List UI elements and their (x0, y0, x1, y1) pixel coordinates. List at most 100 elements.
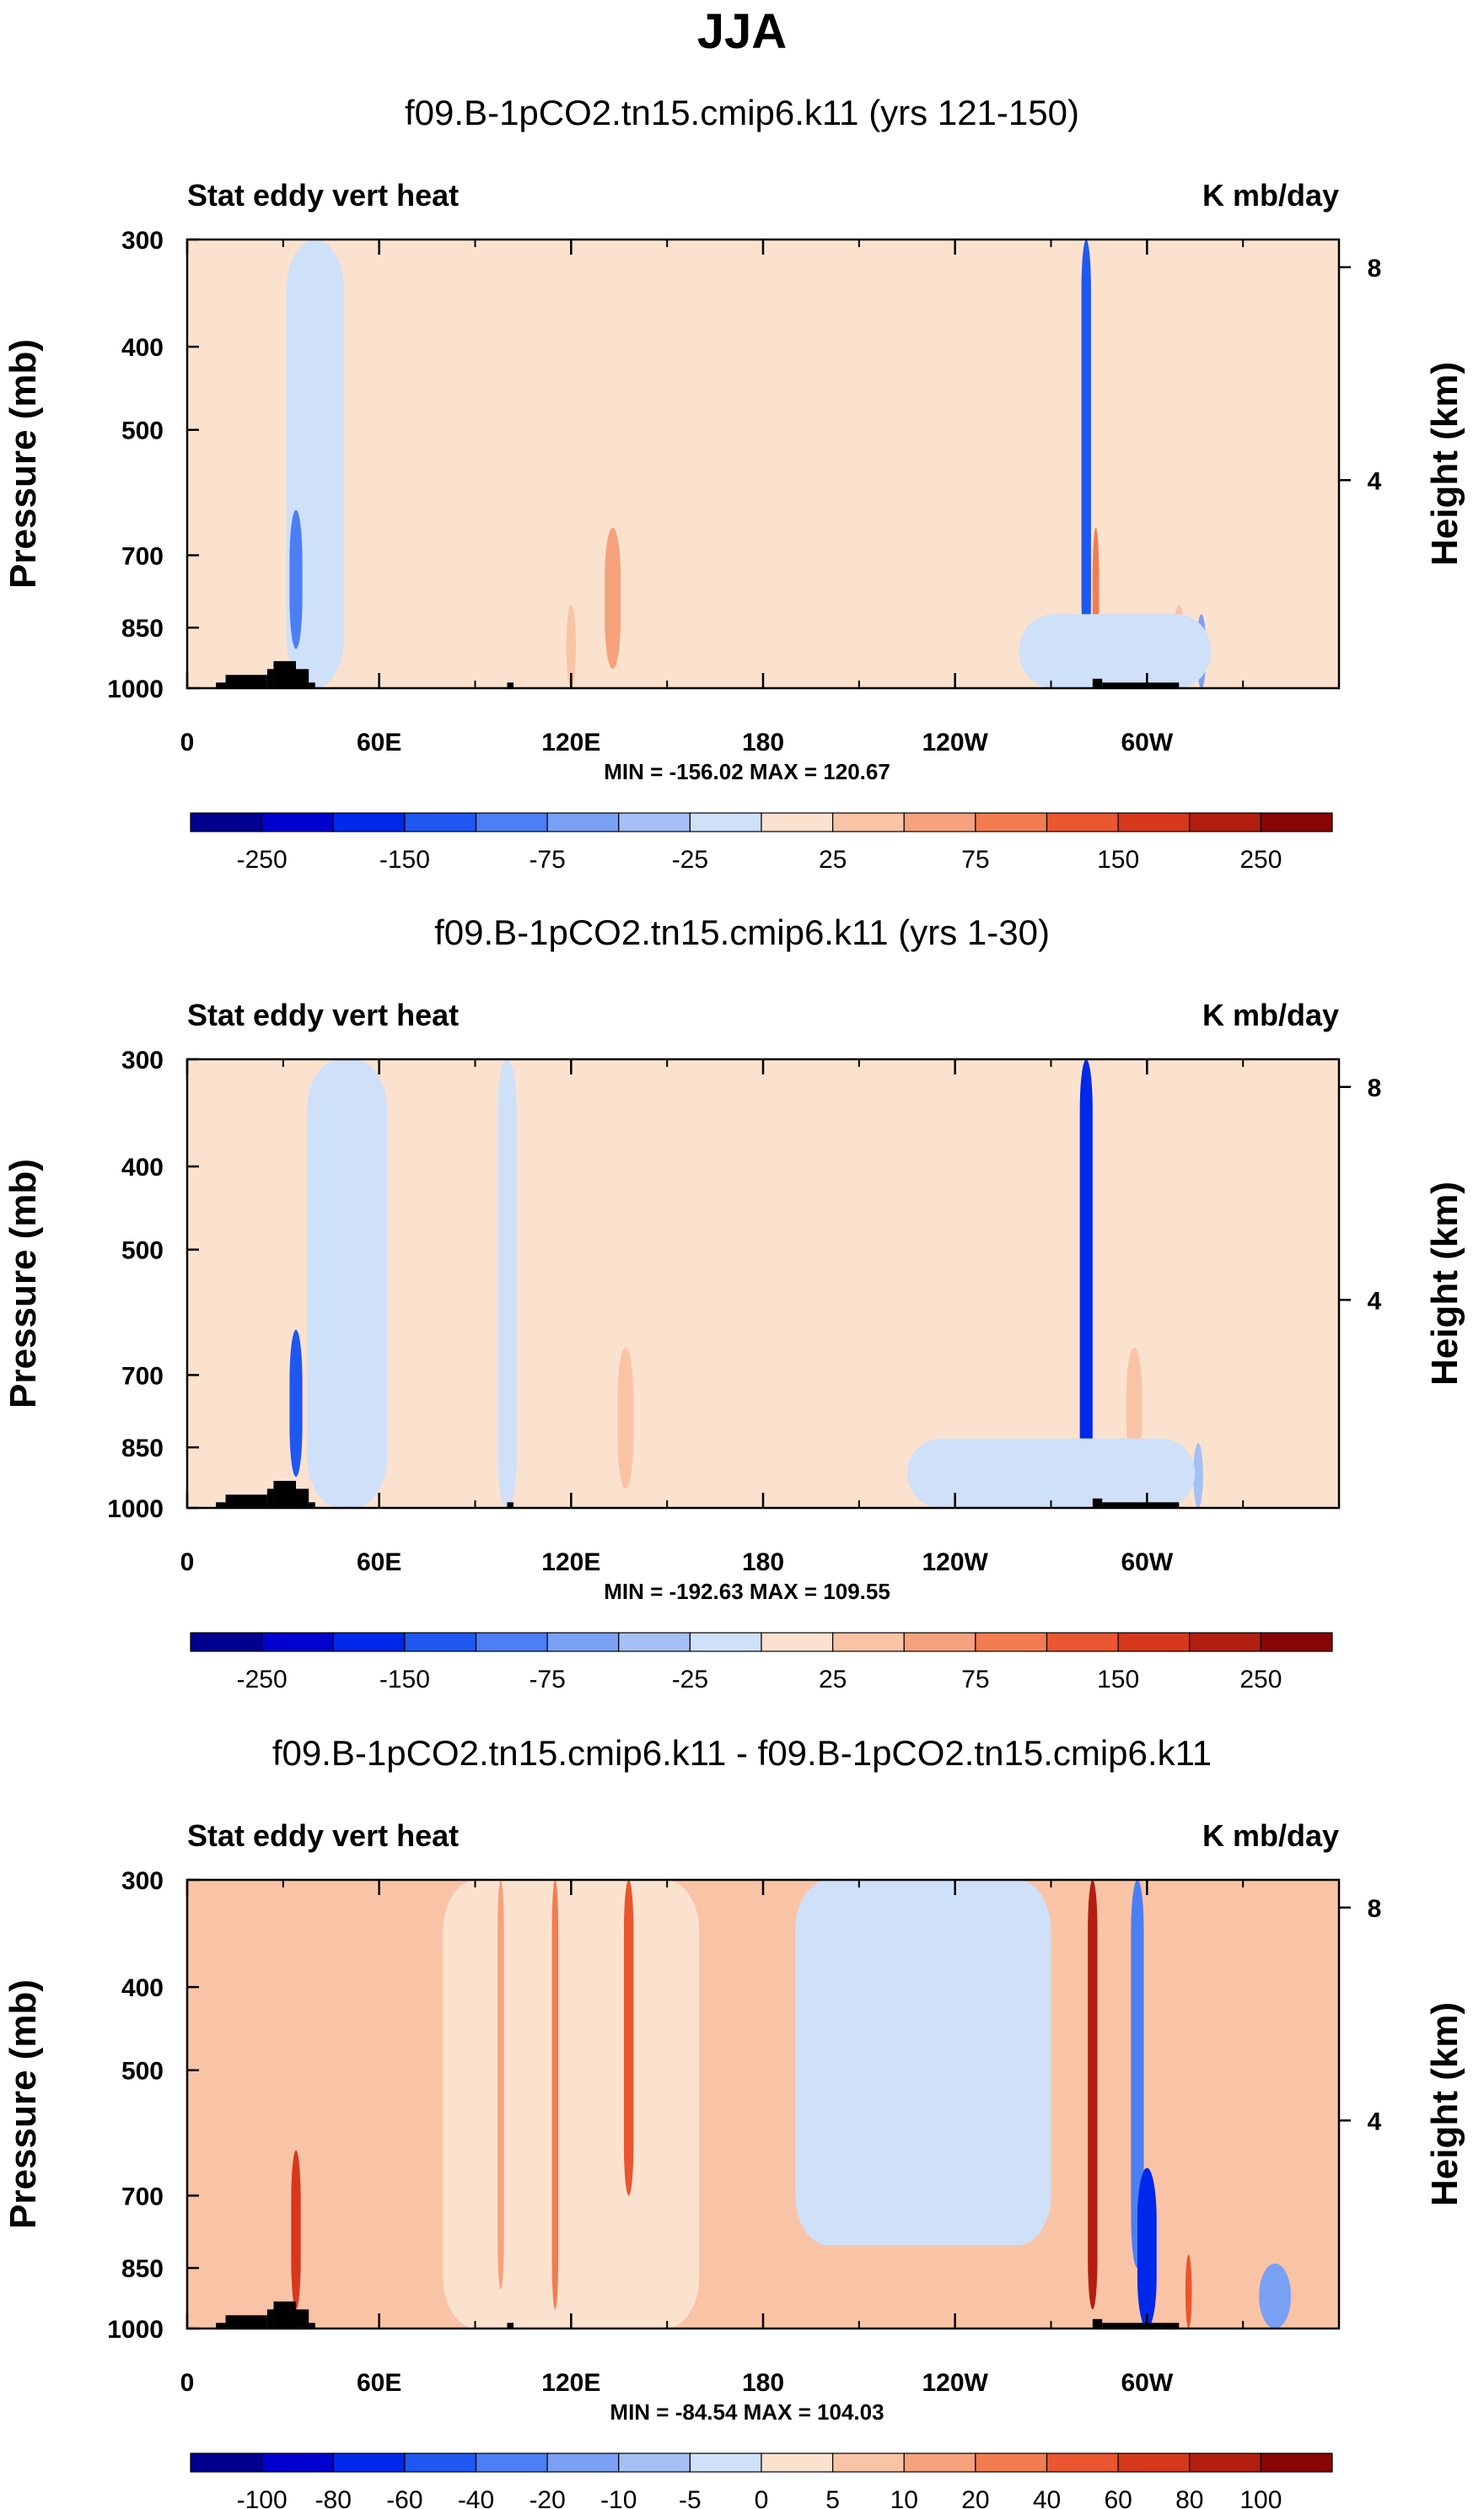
colorbar-segment (1117, 812, 1191, 832)
topography (273, 1480, 297, 1508)
contour-fill (291, 2150, 301, 2310)
colorbar-label: -10 (600, 2486, 637, 2509)
colorbar-segment (546, 2452, 620, 2473)
colorbar-label: -40 (458, 2486, 494, 2509)
colorbar-label: -250 (237, 846, 288, 874)
colorbar-segment (618, 812, 691, 832)
contour-fill (617, 1347, 634, 1489)
x-tick-label: 0 (180, 2369, 195, 2397)
contour-fill (289, 509, 303, 649)
topography (273, 660, 297, 688)
contour-fill (497, 1880, 504, 2290)
colorbar-segment (475, 1632, 548, 1652)
y-tick-label: 400 (121, 1154, 164, 1182)
colorbar-segment (261, 2452, 334, 2473)
y-right-tick-label: 4 (1368, 467, 1382, 495)
panel-1: f09.B-1pCO2.tn15.cmip6.k11 (yrs 121-150)… (3, 93, 1465, 874)
x-tick-label: 0 (180, 729, 195, 756)
panel-title: f09.B-1pCO2.tn15.cmip6.k11 (yrs 121-150) (405, 93, 1079, 132)
colorbar-segment (618, 1632, 691, 1652)
y-tick-label: 300 (121, 1867, 164, 1895)
y-right-tick-label: 8 (1368, 1074, 1382, 1102)
colorbar-segment (1260, 1632, 1333, 1652)
colorbar-label: 0 (755, 2486, 769, 2509)
colorbar-label: -60 (386, 2486, 422, 2509)
contour-fill (906, 1438, 1196, 1508)
y-right-tick-label: 8 (1368, 255, 1382, 283)
contour-fill (566, 605, 577, 688)
colorbar-label: 75 (961, 846, 989, 874)
topography (1102, 1502, 1180, 1508)
y-right-tick-label: 4 (1368, 1287, 1382, 1315)
y-tick-label: 700 (121, 2183, 164, 2210)
colorbar-segment (832, 2452, 905, 2473)
topography (1092, 678, 1103, 688)
panel-3: f09.B-1pCO2.tn15.cmip6.k11 - f09.B-1pCO2… (3, 1733, 1465, 2509)
y-right-tick-label: 8 (1368, 1895, 1382, 1923)
topography (507, 1502, 514, 1508)
colorbar-segment (689, 812, 762, 832)
contour-fill (1259, 2263, 1292, 2329)
colorbar-segment (903, 812, 976, 832)
topography (1102, 682, 1180, 688)
colorbar-label: -75 (529, 846, 565, 874)
colorbar-segment (190, 1632, 263, 1652)
x-tick-label: 60W (1121, 2369, 1173, 2397)
panels: f09.B-1pCO2.tn15.cmip6.k11 (yrs 121-150)… (3, 93, 1465, 2509)
colorbar-segment (975, 812, 1048, 832)
colorbar-label: -150 (379, 846, 430, 874)
colorbar-segment (689, 1632, 762, 1652)
colorbar-segment (1046, 2452, 1119, 2473)
colorbar-segment (261, 812, 334, 832)
panel-title: f09.B-1pCO2.tn15.cmip6.k11 - f09.B-1pCO2… (272, 1733, 1212, 1773)
topography (1092, 2318, 1103, 2329)
colorbar-segment (761, 1632, 834, 1652)
colorbar-label: 10 (890, 2486, 918, 2509)
topography (1092, 1498, 1103, 1508)
topography (507, 682, 514, 688)
colorbar-segment (1260, 812, 1333, 832)
y-tick-label: 850 (121, 615, 164, 643)
colorbar-label: 60 (1104, 2486, 1132, 2509)
contour-fill (1088, 1880, 1098, 2310)
colorbar-segment (261, 1632, 334, 1652)
colorbar-segment (761, 812, 834, 832)
y-right-axis-title: Height (km) (1424, 362, 1465, 566)
colorbar-segment (332, 812, 406, 832)
contour-fill (1081, 240, 1091, 649)
y-tick-label: 700 (121, 542, 164, 570)
colorbar-label: 100 (1239, 2486, 1282, 2509)
panel-2: f09.B-1pCO2.tn15.cmip6.k11 (yrs 1-30) Sta… (3, 913, 1465, 1693)
colorbar-label: 25 (819, 1666, 847, 1693)
topography (225, 675, 267, 688)
colorbar-segment (1189, 2452, 1261, 2473)
colorbar-label: -25 (672, 846, 708, 874)
topography (266, 2309, 274, 2329)
contour-fill (605, 527, 621, 670)
colorbar-label: 250 (1239, 1666, 1282, 1693)
y-axis-title: Pressure (mb) (3, 1979, 44, 2229)
topography (296, 669, 309, 688)
contour-fill (443, 1880, 700, 2329)
x-tick-label: 60W (1121, 1548, 1173, 1576)
colorbar-segment (475, 812, 548, 832)
colorbar-label: 250 (1239, 846, 1282, 874)
y-tick-label: 850 (121, 2255, 164, 2283)
min-max-stats: MIN = -156.02 MAX = 120.67 (604, 759, 890, 784)
contour-fills (286, 240, 1212, 688)
colorbar-label: -80 (315, 2486, 352, 2509)
y-tick-label: 500 (121, 1237, 164, 1265)
colorbar-segment (832, 1632, 905, 1652)
topography (296, 2309, 309, 2329)
x-tick-label: 120W (922, 1548, 988, 1576)
variable-label: Stat eddy vert heat (187, 178, 459, 213)
colorbar-segment (404, 812, 477, 832)
colorbar-label: -5 (679, 2486, 702, 2509)
topography (1102, 2323, 1180, 2329)
colorbar-segment (546, 812, 620, 832)
x-tick-label: 120E (541, 729, 600, 756)
y-tick-label: 300 (121, 1047, 164, 1074)
colorbar-segment (1189, 1632, 1261, 1652)
colorbar-segment (903, 1632, 976, 1652)
